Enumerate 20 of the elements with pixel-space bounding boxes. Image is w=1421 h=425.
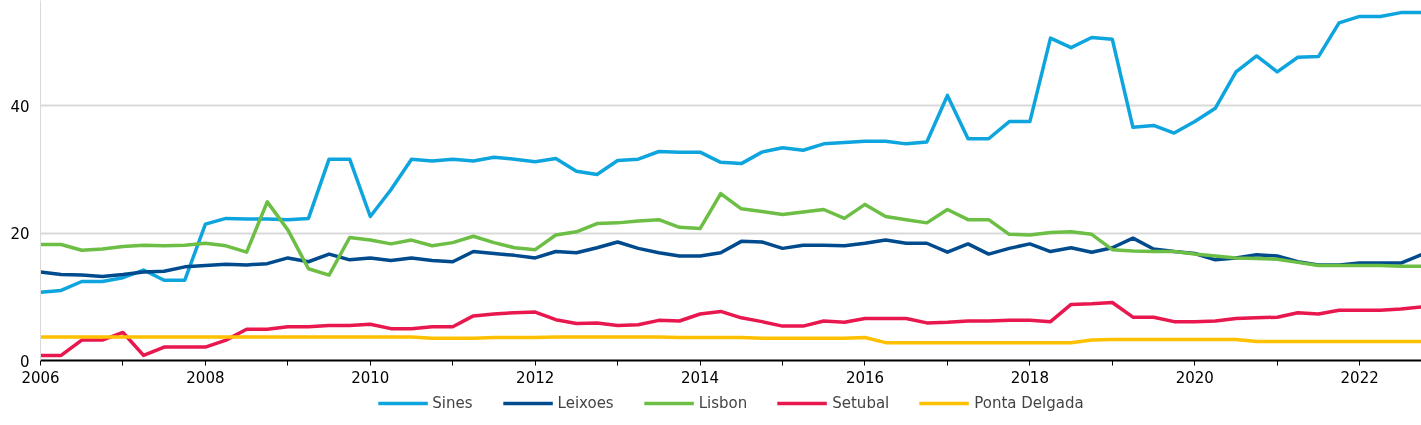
x-tick-label: 2014 [681, 368, 720, 387]
line-series [40, 300, 1421, 358]
line-series [40, 10, 1421, 295]
x-tick-label: 2012 [516, 368, 555, 387]
x-tick-label: 2006 [21, 368, 60, 387]
x-tick-label: 2022 [1340, 368, 1379, 387]
legend-label: Lisbon [698, 394, 748, 412]
x-tick-label: 2008 [186, 368, 225, 387]
x-tick-label: 2018 [1010, 368, 1049, 387]
legend-label: Setubal [832, 394, 890, 412]
line-series [40, 191, 1421, 277]
legend-label: Ponta Delgada [974, 394, 1084, 412]
y-tick-label: 0 [19, 352, 30, 371]
x-tick-label: 2020 [1175, 368, 1214, 387]
y-tick-label: 40 [10, 97, 30, 116]
legend-label: Leixoes [557, 394, 614, 412]
x-tick-label: 2010 [351, 368, 390, 387]
x-tick-label: 2016 [845, 368, 885, 387]
legend-label: Sines [432, 394, 473, 412]
y-tick-label: 20 [10, 225, 30, 244]
